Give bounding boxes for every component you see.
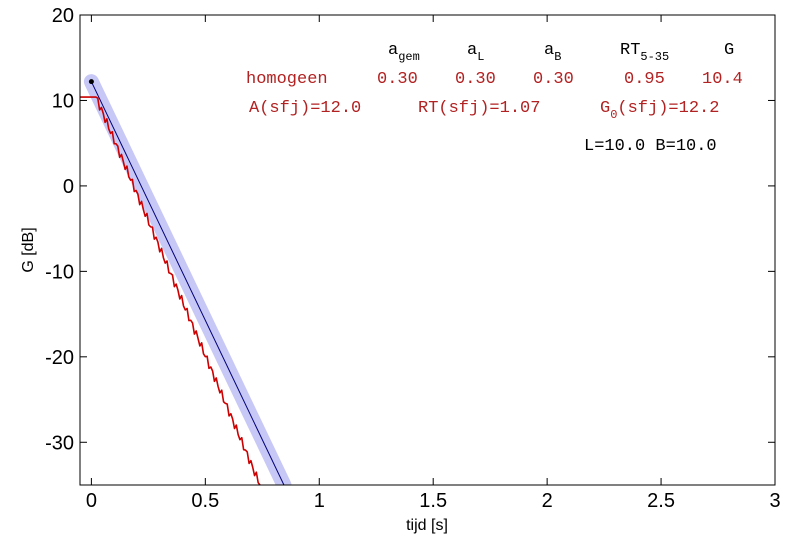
x-tick-label: 1.5 [419, 490, 447, 512]
row2-g0: G0(sfj)=12.2 [600, 99, 719, 122]
header-rt: RT5-35 [620, 41, 669, 64]
x-tick-label: 2 [542, 490, 553, 512]
header-g: G [724, 41, 734, 60]
fit-line [90, 81, 285, 485]
x-tick-label: 3 [769, 490, 780, 512]
y-tick-label: -20 [45, 347, 74, 369]
y-tick-label: -30 [45, 432, 74, 454]
y-axis-label: G [dB] [20, 227, 37, 272]
row1-label: homogeen [246, 70, 328, 89]
y-tick-label: 0 [63, 176, 74, 198]
y-tick-label: -10 [45, 261, 74, 283]
annotation-header: agem aL aB RT5-35 G [388, 41, 734, 64]
annotation-row-3: L=10.0 B=10.0 [584, 137, 717, 156]
header-aL: aL [467, 41, 484, 64]
row1-rt: 0.95 [624, 70, 665, 89]
row1-agem: 0.30 [377, 70, 418, 89]
plot-frame [79, 14, 776, 486]
x-tick-label: 0 [86, 490, 97, 512]
row1-aL: 0.30 [455, 70, 496, 89]
x-axis-label: tijd [s] [406, 517, 448, 534]
plot-area [80, 15, 775, 485]
row1-aB: 0.30 [533, 70, 574, 89]
x-tick-label: 1 [314, 490, 325, 512]
x-tick-label: 2.5 [647, 490, 675, 512]
annotation-row-1: homogeen 0.30 0.30 0.30 0.95 10.4 [246, 70, 743, 89]
x-tick-label: 0.5 [191, 490, 219, 512]
row2-rt: RT(sfj)=1.07 [418, 99, 540, 118]
y-tick-label: 10 [52, 90, 74, 112]
row1-g: 10.4 [702, 70, 743, 89]
row2-a: A(sfj)=12.0 [249, 99, 361, 118]
header-aB: aB [544, 41, 561, 64]
fit-start-marker [88, 79, 94, 85]
annotation-row-2: A(sfj)=12.0 RT(sfj)=1.07 G0(sfj)=12.2 [249, 99, 719, 122]
y-tick-label: 20 [52, 5, 74, 27]
decay-curve [80, 96, 261, 485]
row3-dimensions: L=10.0 B=10.0 [584, 137, 717, 156]
header-agem: agem [388, 41, 420, 64]
